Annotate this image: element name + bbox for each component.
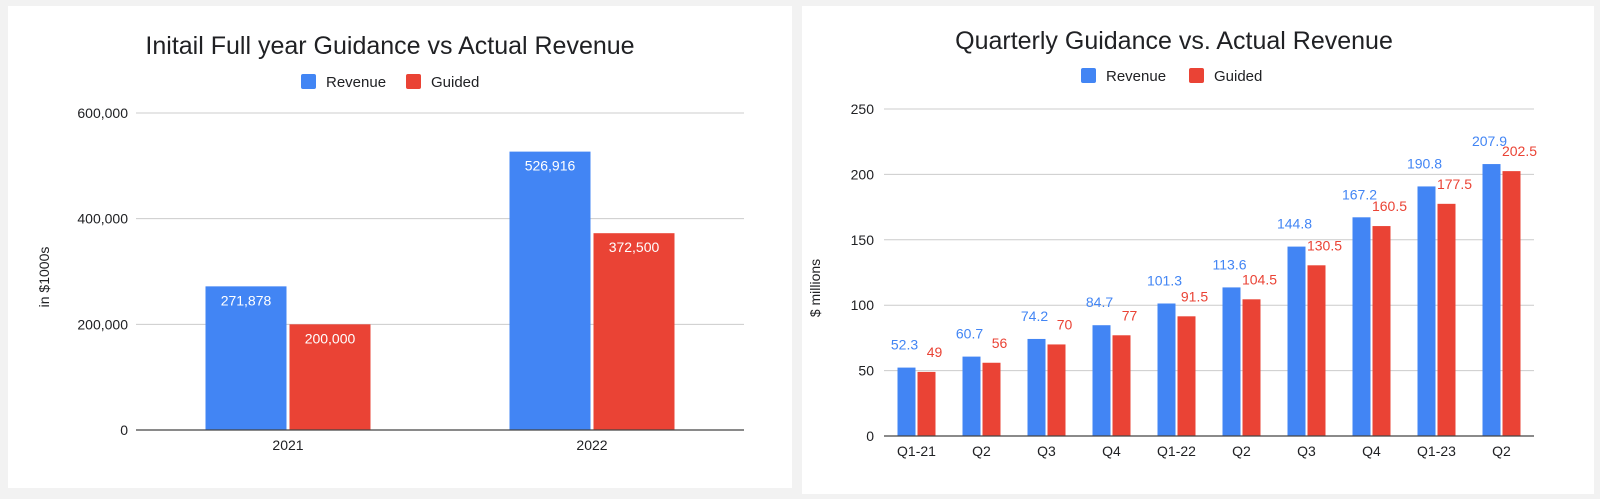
left-chart-panel: Initail Full year Guidance vs Actual Rev… <box>8 6 792 488</box>
y-tick-label: 250 <box>851 101 875 117</box>
x-tick-label: Q1-21 <box>897 443 936 459</box>
legend-label-revenue: Revenue <box>326 74 386 91</box>
bar <box>1437 203 1456 436</box>
data-label: 74.2 <box>1021 308 1048 324</box>
y-tick-label: 0 <box>866 428 874 444</box>
y-tick-label: 0 <box>120 422 128 438</box>
bar <box>1417 186 1436 436</box>
y-tick-label: 200 <box>851 166 875 182</box>
bar <box>1307 265 1326 436</box>
data-label: 56 <box>992 335 1008 351</box>
plot-area: 0 50 100 150 200 250 52.3 49 Q1-21 60.7 56 Q2 74.2 70… <box>851 101 1538 459</box>
bar <box>982 362 1001 436</box>
x-tick-label: Q1-23 <box>1417 443 1456 459</box>
data-label: 60.7 <box>956 326 983 342</box>
data-label: 113.6 <box>1213 256 1247 272</box>
x-tick-label: Q3 <box>1037 443 1056 459</box>
bar <box>1112 335 1131 436</box>
bar <box>1482 164 1501 436</box>
y-axis-title: $ millions <box>807 259 823 317</box>
bar <box>1177 316 1196 436</box>
x-tick-label: Q4 <box>1362 443 1381 459</box>
data-label: 177.5 <box>1437 176 1472 192</box>
data-label: 207.9 <box>1472 133 1507 149</box>
legend-swatch-revenue <box>1081 68 1096 83</box>
y-tick-label: 50 <box>858 363 874 379</box>
legend-label-guided: Guided <box>1214 68 1262 85</box>
bar <box>1287 246 1306 436</box>
data-label: 91.5 <box>1181 288 1208 304</box>
data-label: 271,878 <box>221 292 272 308</box>
data-label: 104.5 <box>1242 271 1277 287</box>
x-tick-label: Q3 <box>1297 443 1316 459</box>
y-axis-title: in $1000s <box>36 247 52 308</box>
plot-area: 0 200,000 400,000 600,000 271,878 200,000 2021… <box>77 105 744 453</box>
data-label: 190.8 <box>1407 155 1442 171</box>
data-label: 101.3 <box>1147 272 1182 288</box>
bar <box>1242 299 1261 436</box>
x-tick-label: Q2 <box>1492 443 1511 459</box>
data-label: 70 <box>1057 316 1073 332</box>
bar <box>962 356 981 436</box>
right-chart-panel: Quarterly Guidance vs. Actual Revenue Re… <box>802 6 1594 494</box>
bar <box>1027 338 1046 436</box>
bar <box>917 371 936 436</box>
y-tick-label: 400,000 <box>77 211 128 227</box>
y-tick-label: 150 <box>851 232 875 248</box>
x-tick-label: Q1-22 <box>1157 443 1196 459</box>
y-tick-label: 100 <box>851 297 875 313</box>
data-label: 84.7 <box>1086 294 1113 310</box>
data-label: 372,500 <box>609 239 660 255</box>
data-label: 144.8 <box>1277 216 1312 232</box>
data-label: 167.2 <box>1342 186 1377 202</box>
bar <box>1352 217 1371 436</box>
bar <box>1092 325 1111 436</box>
legend-label-revenue: Revenue <box>1106 68 1166 85</box>
full-year-chart: Initail Full year Guidance vs Actual Rev… <box>36 32 744 453</box>
data-label: 526,916 <box>525 158 576 174</box>
data-label: 77 <box>1122 307 1138 323</box>
data-label: 49 <box>927 344 943 360</box>
legend-swatch-revenue <box>301 74 316 89</box>
y-tick-label: 600,000 <box>77 105 128 121</box>
x-tick-label: 2022 <box>576 437 607 453</box>
legend-swatch-guided <box>1189 68 1204 83</box>
data-label: 200,000 <box>305 330 356 346</box>
x-tick-label: 2021 <box>272 437 303 453</box>
bar <box>897 367 916 436</box>
bar <box>1372 226 1391 436</box>
bar <box>1222 287 1241 436</box>
legend-swatch-guided <box>406 74 421 89</box>
bar <box>1502 171 1521 436</box>
data-label: 160.5 <box>1372 198 1407 214</box>
chart-title: Initail Full year Guidance vs Actual Rev… <box>145 32 634 60</box>
x-tick-label: Q2 <box>1232 443 1251 459</box>
data-label: 52.3 <box>891 337 918 353</box>
bar <box>509 151 591 430</box>
data-label: 202.5 <box>1502 143 1537 159</box>
legend: Revenue Guided <box>301 74 479 91</box>
legend: Revenue Guided <box>1081 68 1262 85</box>
data-label: 130.5 <box>1307 237 1342 253</box>
x-tick-label: Q4 <box>1102 443 1121 459</box>
bar <box>1047 344 1066 436</box>
legend-label-guided: Guided <box>431 74 479 91</box>
x-tick-label: Q2 <box>972 443 991 459</box>
y-tick-label: 200,000 <box>77 316 128 332</box>
chart-title: Quarterly Guidance vs. Actual Revenue <box>955 27 1393 55</box>
bar <box>289 324 371 430</box>
bar <box>205 286 287 430</box>
bar <box>593 233 675 430</box>
bar <box>1157 303 1176 436</box>
quarterly-chart: Quarterly Guidance vs. Actual Revenue Re… <box>807 27 1538 459</box>
